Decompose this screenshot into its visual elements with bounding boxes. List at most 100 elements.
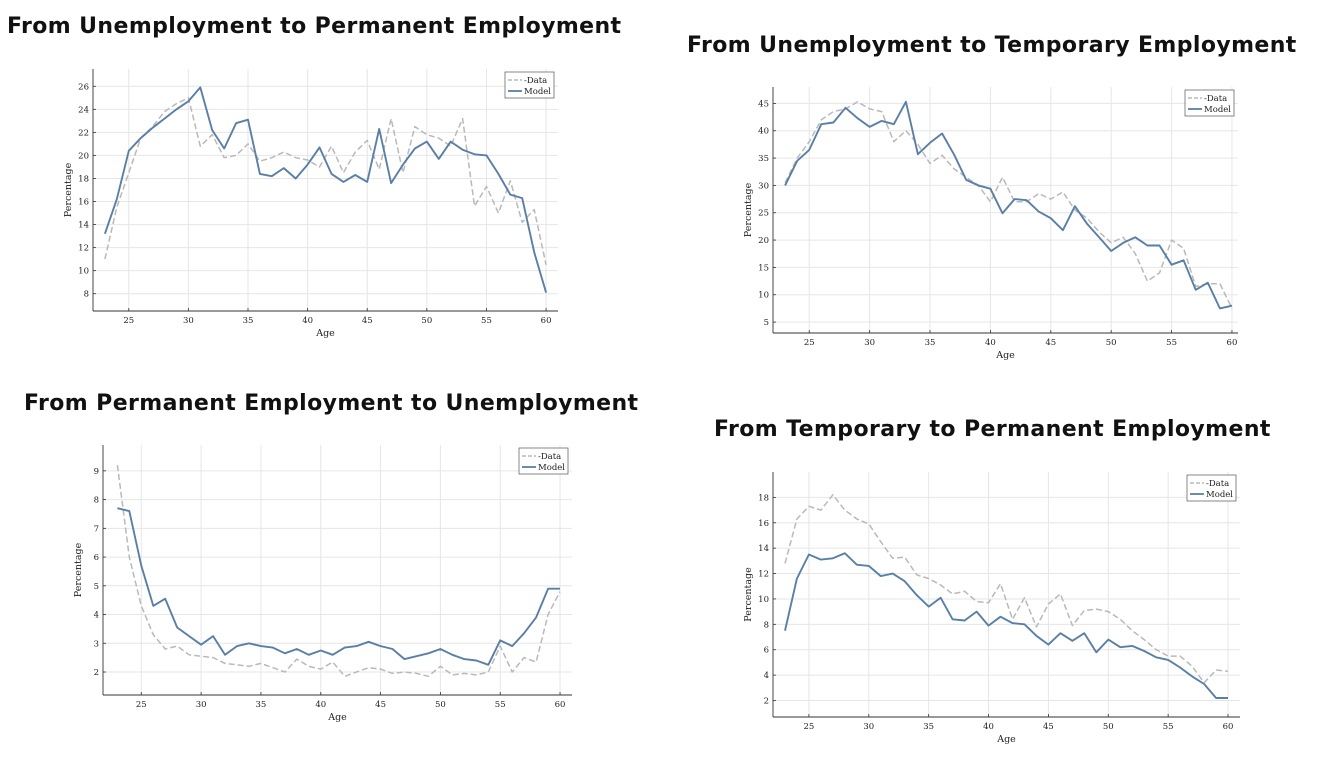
x-tick-label: 50: [1103, 722, 1114, 732]
y-tick-label: 22: [78, 128, 89, 138]
x-axis-label: Age: [995, 350, 1015, 361]
model-series-line: [784, 100, 1233, 310]
legend-label: -Data: [538, 452, 561, 462]
y-tick-label: 18: [758, 493, 769, 503]
x-tick-label: 50: [1106, 338, 1117, 348]
y-tick-label: 4: [94, 611, 99, 621]
chart-u-to-pe: 25 30 35 40 45 50 55 60 8 10 12 14 16 18 20 22 24 26 Age Pe…: [63, 69, 558, 339]
legend-label: Model: [538, 463, 565, 473]
chart-title: From Temporary to Permanent Employment: [714, 417, 1271, 442]
x-tick-label: 60: [541, 316, 552, 326]
y-tick-label: 10: [758, 291, 769, 301]
chart-te-to-pe: 25 30 35 40 45 50 55 60 2 4 6 8 10 12 14 16 18 Age Percent…: [743, 472, 1240, 745]
y-tick-label: 8: [764, 620, 769, 630]
x-tick-label: 35: [256, 700, 267, 710]
y-tick-label: 9: [94, 467, 99, 477]
y-axis-label: Percentage: [743, 567, 754, 622]
legend-box: [1186, 474, 1237, 502]
chart-u-to-te: 25 30 35 40 45 50 55 60 5 10 15 20 25 30 35 40 45 Age Perc…: [743, 87, 1238, 361]
x-tick-label: 25: [123, 316, 134, 326]
y-tick-label: 2: [764, 696, 769, 706]
y-axis-label: Percentage: [73, 542, 84, 597]
y-tick-label: 5: [94, 582, 99, 592]
x-tick-label: 55: [1166, 338, 1177, 348]
x-tick-label: 45: [1043, 722, 1054, 732]
x-tick-label: 60: [1227, 338, 1238, 348]
legend-box: [518, 447, 569, 475]
data-series-line: [784, 101, 1233, 309]
x-tick-label: 35: [925, 338, 936, 348]
x-tick-label: 55: [495, 700, 506, 710]
legend-label: -Data: [524, 76, 547, 86]
x-axis-label: Age: [996, 734, 1016, 745]
legend-label: Model: [1206, 490, 1233, 500]
y-tick-label: 14: [758, 544, 769, 554]
x-tick-label: 45: [362, 316, 373, 326]
x-tick-label: 60: [1223, 722, 1234, 732]
x-tick-label: 55: [481, 316, 492, 326]
y-tick-label: 3: [94, 639, 99, 649]
legend-box: [504, 71, 555, 99]
y-tick-label: 16: [78, 198, 89, 208]
x-tick-label: 25: [804, 338, 815, 348]
x-tick-label: 40: [983, 722, 994, 732]
x-tick-label: 40: [302, 316, 313, 326]
y-tick-label: 40: [758, 127, 769, 137]
chart-title: From Unemployment to Temporary Employmen…: [687, 33, 1297, 58]
y-tick-label: 10: [758, 595, 769, 605]
x-tick-label: 40: [315, 700, 326, 710]
y-axis-label: Percentage: [63, 162, 74, 217]
x-tick-label: 35: [923, 722, 934, 732]
x-tick-label: 30: [863, 722, 874, 732]
y-tick-label: 2: [94, 668, 99, 678]
x-tick-label: 30: [864, 338, 875, 348]
y-tick-label: 18: [78, 174, 89, 184]
x-tick-label: 40: [985, 338, 996, 348]
model-series-line: [104, 86, 548, 293]
y-tick-label: 26: [78, 82, 89, 92]
legend-box: [1184, 89, 1235, 117]
legend-label: Model: [524, 87, 551, 97]
x-tick-label: 55: [1163, 722, 1174, 732]
data-series-line: [784, 494, 1229, 684]
data-series-line: [104, 97, 547, 266]
model-series-line: [784, 552, 1228, 699]
data-series-line: [116, 465, 561, 678]
y-tick-label: 6: [94, 553, 99, 563]
y-tick-label: 12: [758, 570, 769, 580]
chart-title: From Unemployment to Permanent Employmen…: [7, 14, 622, 39]
y-tick-label: 4: [764, 671, 769, 681]
x-tick-label: 45: [375, 700, 386, 710]
x-tick-label: 30: [196, 700, 207, 710]
y-tick-label: 12: [78, 244, 89, 254]
chart-title: From Permanent Employment to Unemploymen…: [24, 391, 639, 416]
y-tick-label: 15: [758, 263, 769, 273]
legend-label: -Data: [1204, 94, 1227, 104]
y-tick-label: 16: [758, 519, 769, 529]
y-tick-label: 35: [758, 154, 769, 164]
y-tick-label: 30: [758, 181, 769, 191]
y-axis-label: Percentage: [743, 182, 754, 237]
x-tick-label: 30: [183, 316, 194, 326]
y-tick-label: 7: [94, 524, 99, 534]
y-tick-label: 6: [764, 646, 769, 656]
y-tick-label: 24: [78, 105, 89, 115]
y-tick-label: 8: [84, 290, 89, 300]
y-tick-label: 20: [78, 151, 89, 161]
y-tick-label: 10: [78, 267, 89, 277]
model-series-line: [117, 507, 560, 666]
y-tick-label: 45: [758, 99, 769, 109]
x-tick-label: 35: [243, 316, 254, 326]
x-tick-label: 25: [136, 700, 147, 710]
x-tick-label: 45: [1045, 338, 1056, 348]
x-tick-label: 25: [804, 722, 815, 732]
x-axis-label: Age: [315, 328, 335, 339]
x-tick-label: 60: [555, 700, 566, 710]
x-tick-label: 50: [435, 700, 446, 710]
y-tick-label: 8: [94, 496, 99, 506]
legend-label: Model: [1204, 105, 1231, 115]
legend-label: -Data: [1206, 479, 1229, 489]
y-tick-label: 14: [78, 221, 89, 231]
x-axis-label: Age: [327, 712, 347, 723]
y-tick-label: 20: [758, 236, 769, 246]
